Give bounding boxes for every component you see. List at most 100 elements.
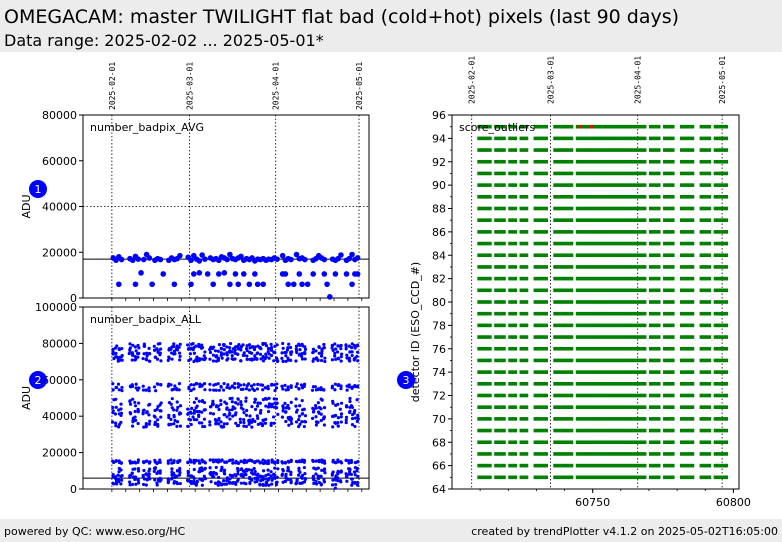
ok-cell [620, 405, 624, 409]
ok-cell [716, 159, 720, 164]
ok-cell [615, 358, 619, 363]
ok-cell [595, 463, 599, 468]
ok-cell [480, 241, 484, 246]
data-point [219, 385, 223, 389]
ok-cell [584, 370, 588, 374]
ok-cell [561, 440, 565, 445]
ok-cell [620, 300, 624, 304]
ok-cell [494, 124, 498, 129]
ok-cell [632, 382, 636, 386]
ok-cell [589, 241, 593, 246]
ok-cell [629, 218, 633, 222]
ok-cell [640, 346, 644, 351]
ok-cell [618, 136, 622, 141]
data-point [264, 481, 269, 485]
ok-cell [699, 253, 703, 258]
ok-cell [558, 136, 563, 141]
ok-cell [620, 382, 624, 386]
ok-cell [643, 136, 647, 141]
ok-cell [615, 218, 619, 222]
ok-cell [598, 276, 602, 281]
ok-cell [637, 148, 641, 152]
data-point [247, 459, 251, 463]
ok-cell [519, 463, 523, 468]
ok-cell [679, 206, 684, 211]
ok-cell [598, 136, 602, 141]
data-point [344, 344, 348, 349]
data-point [156, 349, 160, 353]
ok-cell [558, 463, 563, 468]
ok-cell [544, 452, 548, 456]
ok-cell [705, 148, 709, 152]
data-point [264, 397, 269, 401]
ok-cell [522, 276, 526, 281]
ok-cell [612, 311, 616, 316]
ok-cell [595, 171, 599, 176]
ok-cell [716, 148, 720, 152]
data-point [239, 467, 244, 471]
ok-cell [724, 405, 729, 409]
ok-cell [522, 346, 526, 351]
data-point [119, 461, 123, 465]
data-point [159, 347, 163, 351]
data-point [276, 467, 280, 471]
ok-cell [629, 159, 633, 164]
ok-cell [592, 463, 596, 468]
ok-cell [634, 300, 639, 304]
ok-cell [567, 300, 571, 304]
ok-cell [615, 241, 619, 246]
ok-cell [589, 393, 593, 398]
ok-cell [637, 335, 641, 339]
data-point [159, 415, 163, 419]
data-point [348, 467, 352, 471]
data-point [152, 385, 157, 389]
ok-cell [654, 276, 658, 281]
ok-cell [620, 323, 624, 328]
y-tick-label: 60000 [42, 155, 77, 168]
ok-cell [716, 265, 720, 269]
ok-cell [612, 393, 616, 398]
ok-cell [668, 241, 672, 246]
ok-cell [722, 358, 726, 363]
ok-cell [482, 206, 487, 211]
data-point [131, 397, 135, 401]
ok-cell [620, 253, 624, 258]
ok-cell [629, 393, 633, 398]
ok-cell [651, 358, 655, 363]
data-point [200, 410, 204, 414]
data-point [348, 399, 352, 404]
ok-cell [522, 382, 526, 386]
data-point [348, 359, 352, 363]
data-point [289, 385, 293, 389]
ok-cell [587, 265, 591, 269]
ok-cell [508, 463, 512, 468]
data-point [244, 396, 248, 400]
ok-cell [713, 159, 717, 164]
ok-cell [519, 475, 523, 480]
ok-cell [502, 440, 506, 445]
ok-cell [620, 335, 624, 339]
ok-cell [665, 323, 669, 328]
ok-cell [598, 183, 602, 187]
ok-cell [533, 311, 537, 316]
ok-cell [587, 311, 591, 316]
ok-cell [685, 311, 689, 316]
ok-cell [682, 124, 686, 129]
ok-cell [595, 218, 599, 222]
ok-cell [508, 183, 512, 187]
ok-cell [598, 218, 602, 222]
ok-cell [722, 276, 726, 281]
data-point [158, 469, 162, 473]
ok-cell [558, 346, 563, 351]
data-point [303, 345, 307, 349]
ok-cell [587, 159, 591, 164]
ok-cell [629, 323, 633, 328]
data-point [111, 347, 115, 351]
ok-cell [598, 382, 602, 386]
ok-cell [640, 358, 644, 363]
ok-cell [488, 463, 492, 468]
ok-cell [724, 452, 729, 456]
ok-cell [671, 323, 675, 328]
ok-cell [513, 346, 518, 351]
ok-cell [536, 183, 540, 187]
